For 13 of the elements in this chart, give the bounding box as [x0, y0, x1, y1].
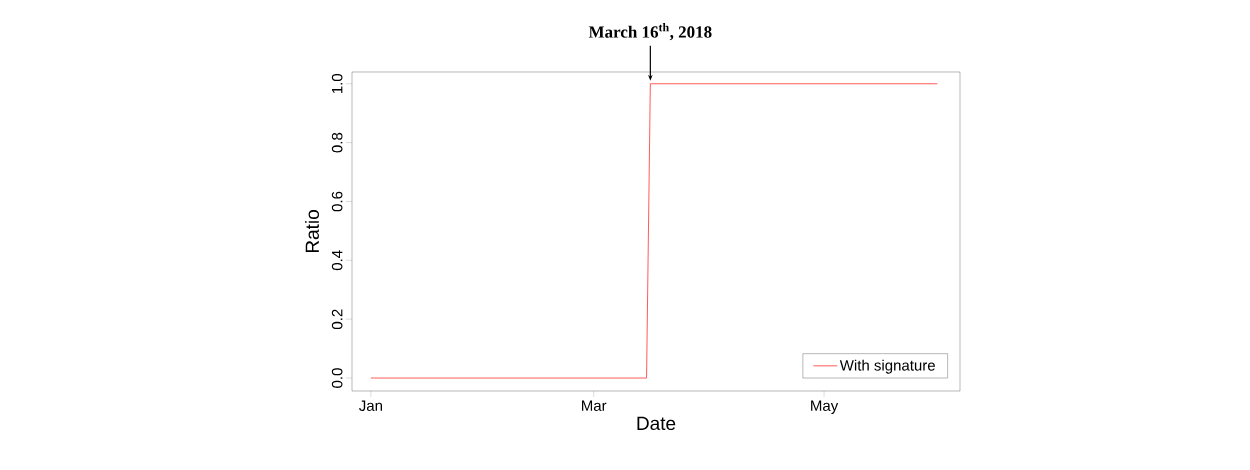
y-tick-label: 0.2	[331, 309, 343, 330]
x-axis-title: Date	[637, 416, 676, 431]
y-tick-label: 0.0	[331, 368, 343, 388]
y-axis-title: Ratio	[305, 210, 319, 253]
y-tick-label: 1.0	[331, 73, 343, 94]
y-tick-label: 0.6	[331, 191, 343, 212]
annotation: March 16$^{th}$, 2018	[588, 23, 712, 41]
x-tick-label: Jan	[359, 400, 383, 411]
x-tick-label: Mar	[582, 400, 607, 411]
x-tick-label: May	[811, 400, 839, 414]
legend-label: With signature	[839, 359, 935, 374]
y-tick-label: 0.4	[331, 250, 343, 271]
y-tick-label: 0.8	[331, 132, 343, 153]
